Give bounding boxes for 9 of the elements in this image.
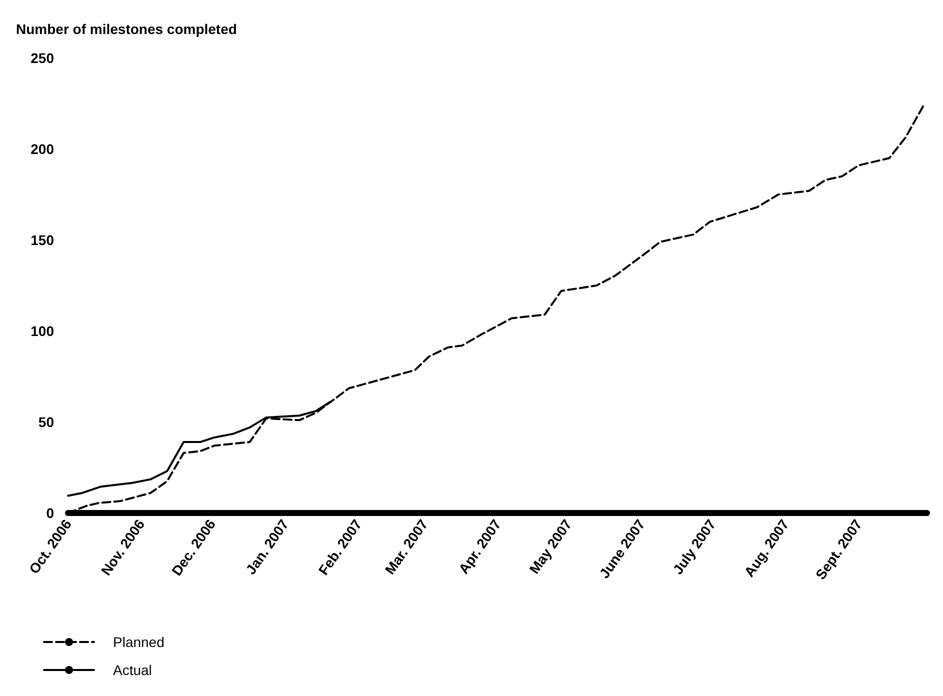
y-tick-label: 50: [38, 414, 54, 430]
legend-label: Actual: [113, 662, 152, 678]
legend-label: Planned: [113, 634, 164, 650]
y-tick-label: 100: [30, 323, 54, 339]
y-axis-title: Number of milestones completed: [16, 21, 237, 37]
y-tick-label: 250: [30, 50, 54, 66]
y-tick-label: 200: [30, 141, 54, 157]
y-tick-label: 150: [30, 232, 54, 248]
y-tick-label: 0: [46, 505, 54, 521]
